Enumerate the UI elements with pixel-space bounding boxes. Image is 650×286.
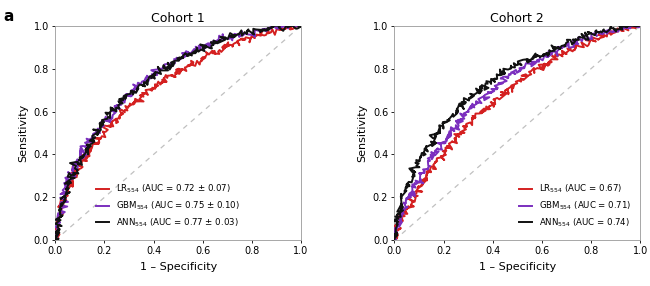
- Legend: LR$_{554}$ (AUC = 0.67), GBM$_{554}$ (AUC = 0.71), ANN$_{554}$ (AUC = 0.74): LR$_{554}$ (AUC = 0.67), GBM$_{554}$ (AU…: [516, 180, 634, 232]
- Y-axis label: Sensitivity: Sensitivity: [358, 104, 367, 162]
- Legend: LR$_{554}$ (AUC = 0.72 ± 0.07), GBM$_{554}$ (AUC = 0.75 ± 0.10), ANN$_{554}$ (AU: LR$_{554}$ (AUC = 0.72 ± 0.07), GBM$_{55…: [94, 180, 242, 232]
- Title: Cohort 1: Cohort 1: [151, 11, 205, 25]
- Title: Cohort 2: Cohort 2: [491, 11, 544, 25]
- Text: a: a: [3, 9, 14, 23]
- X-axis label: 1 – Specificity: 1 – Specificity: [140, 262, 216, 272]
- X-axis label: 1 – Specificity: 1 – Specificity: [479, 262, 556, 272]
- Y-axis label: Sensitivity: Sensitivity: [18, 104, 28, 162]
